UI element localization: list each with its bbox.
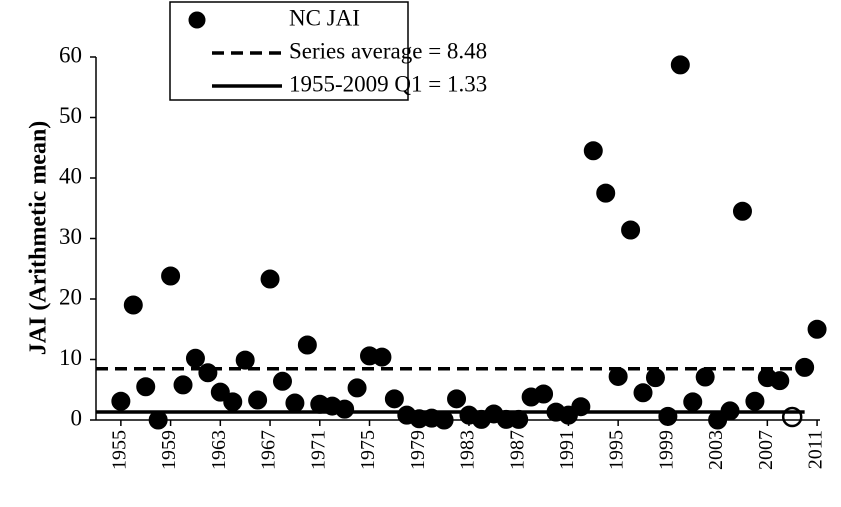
point — [272, 371, 292, 391]
x-tick-label: 1999 — [655, 430, 677, 470]
y-axis-label: JAI (Arithmetic mean) — [26, 121, 52, 356]
point — [732, 201, 752, 221]
point — [248, 390, 268, 410]
x-tick-label: 1955 — [108, 430, 130, 470]
x-tick-label: 1995 — [606, 430, 628, 470]
y-tick-label: 60 — [59, 42, 82, 67]
point — [633, 383, 653, 403]
point — [384, 389, 404, 409]
point — [683, 392, 703, 412]
x-tick-label: 2003 — [705, 430, 727, 470]
x-tick-label: 1963 — [208, 430, 230, 470]
legend-label: NC JAI — [289, 5, 360, 30]
point — [335, 399, 355, 419]
point — [136, 377, 156, 397]
point — [285, 393, 305, 413]
point — [173, 375, 193, 395]
y-tick-label: 30 — [59, 224, 82, 249]
point — [645, 368, 665, 388]
y-tick-label: 40 — [59, 163, 82, 188]
legend-label: Series average = 8.48 — [289, 38, 487, 63]
point — [148, 410, 168, 430]
point — [123, 295, 143, 315]
x-tick-label: 2007 — [755, 430, 777, 470]
point — [260, 269, 280, 289]
x-tick-label: 1983 — [457, 430, 479, 470]
point — [111, 391, 131, 411]
x-tick-label: 1971 — [307, 430, 329, 470]
legend-label: 1955-2009 Q1 = 1.33 — [289, 71, 487, 96]
x-tick-label: 1975 — [357, 430, 379, 470]
point — [161, 266, 181, 286]
point — [807, 319, 827, 339]
point — [198, 363, 218, 383]
x-tick-label: 1987 — [506, 430, 528, 470]
point — [509, 409, 529, 429]
y-tick-label: 50 — [59, 103, 82, 128]
point — [608, 366, 628, 386]
x-tick-label: 1979 — [407, 430, 429, 470]
point — [695, 367, 715, 387]
point — [658, 406, 678, 426]
x-tick-label: 1959 — [158, 430, 180, 470]
point — [781, 406, 803, 428]
point — [447, 389, 467, 409]
point — [795, 357, 815, 377]
point — [571, 397, 591, 417]
point — [596, 183, 616, 203]
legend-box — [169, 1, 409, 101]
x-tick-label: 2011 — [805, 430, 827, 469]
y-tick-label: 20 — [59, 284, 82, 309]
point — [223, 392, 243, 412]
point — [534, 384, 554, 404]
point — [434, 410, 454, 430]
point — [621, 220, 641, 240]
point — [372, 347, 392, 367]
y-tick-label: 0 — [71, 405, 83, 430]
x-tick-label: 1967 — [258, 430, 280, 470]
point — [745, 391, 765, 411]
point — [235, 350, 255, 370]
point — [185, 348, 205, 368]
point — [670, 55, 690, 75]
point — [347, 378, 367, 398]
x-tick-label: 1991 — [556, 430, 578, 470]
point — [720, 401, 740, 421]
legend-marker — [188, 11, 206, 29]
point — [583, 141, 603, 161]
y-tick-label: 10 — [59, 345, 82, 370]
point — [770, 371, 790, 391]
point — [297, 335, 317, 355]
